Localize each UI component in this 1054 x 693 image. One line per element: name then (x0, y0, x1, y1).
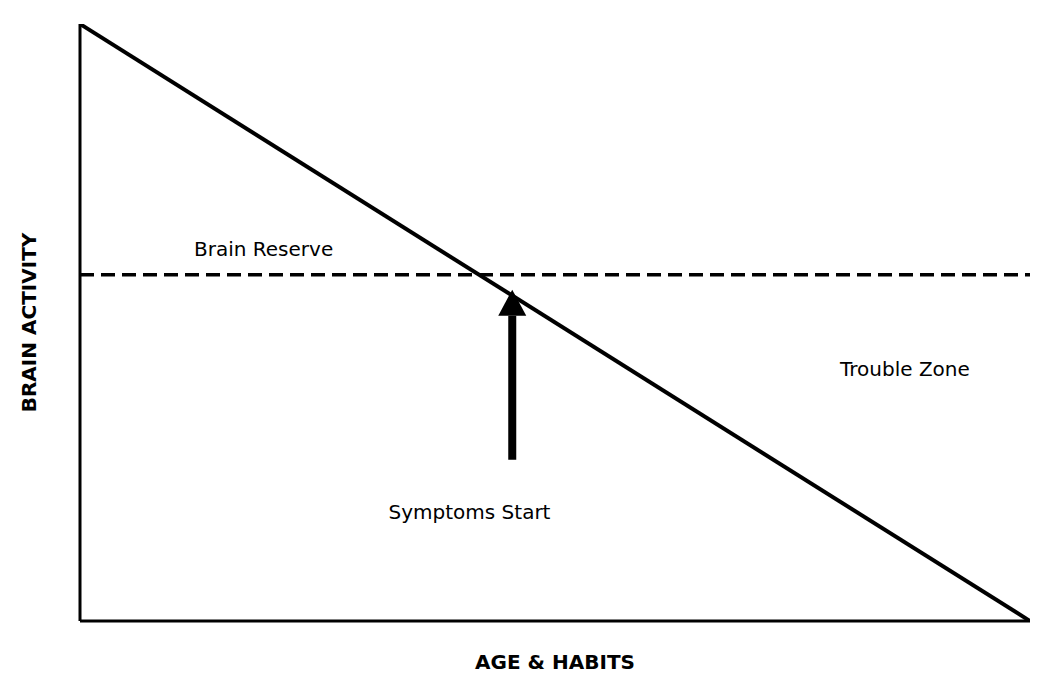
y-axis-label: BRAIN ACTIVITY (17, 232, 41, 412)
arrow-head (498, 290, 526, 316)
arrow-shaft (508, 316, 516, 460)
trend-line (80, 24, 1030, 621)
annotation: Brain Reserve (194, 237, 333, 261)
annotation: Symptoms Start (389, 500, 551, 524)
annotation-arrow (498, 290, 526, 460)
threshold-line (80, 273, 1030, 277)
chart-container: AGE & HABITS BRAIN ACTIVITY Brain Reserve S… (0, 0, 1054, 693)
x-axis-label: AGE & HABITS (475, 650, 635, 674)
chart: AGE & HABITS BRAIN ACTIVITY Brain Reserve S… (0, 0, 1054, 693)
x-axis (80, 620, 1030, 623)
plot-area (80, 24, 1030, 621)
y-axis (79, 24, 82, 621)
annotation: Trouble Zone (839, 357, 970, 381)
